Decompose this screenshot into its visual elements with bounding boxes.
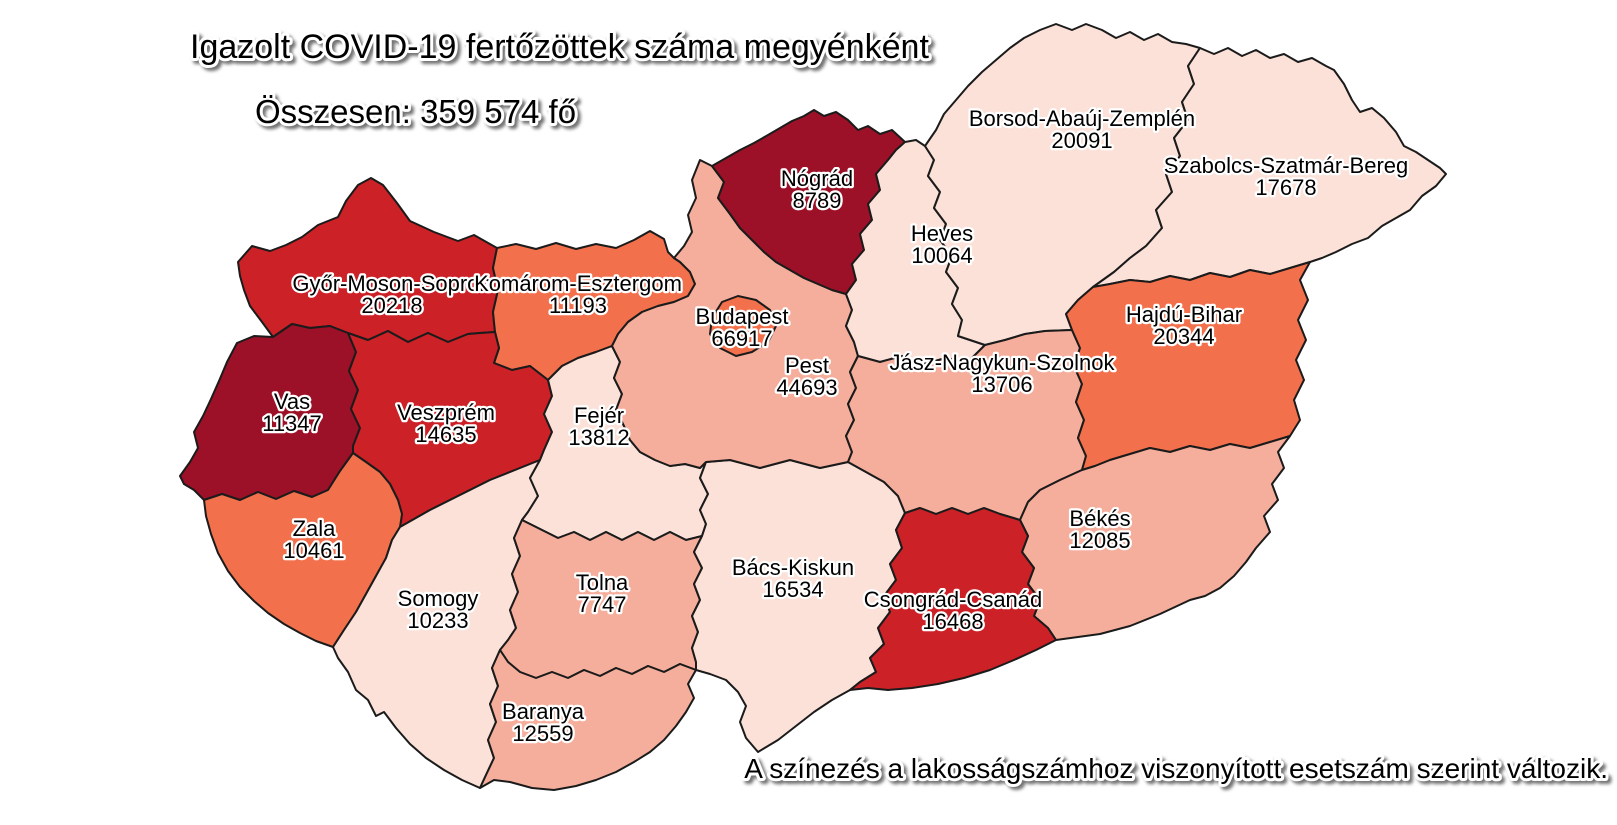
label-szabolcs-szatmar-bereg: Szabolcs-Szatmár-Bereg [1164, 153, 1409, 178]
county-csongrad-csanad [849, 507, 1057, 691]
label-somogy: Somogy [398, 586, 479, 611]
label-veszprem: Veszprém [397, 400, 495, 425]
value-budapest: 66917 [711, 326, 772, 351]
value-heves: 10064 [911, 243, 972, 268]
county-shapes [179, 23, 1447, 791]
page-title: Igazolt COVID-19 fertőzöttek száma megyé… [190, 28, 929, 66]
label-jasz-nagykun-szolnok: Jász-Nagykun-Szolnok [890, 350, 1116, 375]
value-nograd: 8789 [793, 188, 842, 213]
label-hajdu-bihar: Hajdú-Bihar [1126, 302, 1242, 327]
value-zala: 10461 [283, 538, 344, 563]
label-tolna: Tolna [576, 570, 629, 595]
label-zala: Zala [293, 516, 337, 541]
label-komarom-esztergom: Komárom-Esztergom [474, 271, 682, 296]
value-baranya: 12559 [512, 721, 573, 746]
label-vas: Vas [274, 389, 310, 414]
label-budapest: Budapest [696, 304, 789, 329]
value-gyor-moson-sopron: 20218 [361, 293, 422, 318]
color-scale-footnote: A színezés a lakosságszámhoz viszonyítot… [744, 753, 1608, 784]
value-komarom-esztergom: 11193 [549, 293, 607, 318]
value-jasz-nagykun-szolnok: 13706 [971, 372, 1032, 397]
county-budapest [709, 295, 777, 357]
value-hajdu-bihar: 20344 [1153, 324, 1214, 349]
value-borsod-abauj-zemplen: 20091 [1051, 128, 1112, 153]
label-pest: Pest [785, 353, 829, 378]
label-fejer: Fejér [574, 403, 624, 428]
county-baranya [479, 649, 697, 791]
label-baranya: Baranya [502, 699, 585, 724]
county-labels: Győr-Moson-Sopron 20218 Komárom-Esztergo… [260, 104, 1411, 749]
total-subtitle: Összesen: 359 574 fő [255, 93, 576, 130]
value-somogy: 10233 [407, 608, 468, 633]
value-bekes: 12085 [1069, 528, 1130, 553]
value-pest: 44693 [776, 375, 837, 400]
label-gyor-moson-sopron: Győr-Moson-Sopron [292, 271, 491, 296]
value-tolna: 7747 [578, 592, 627, 617]
value-szabolcs-szatmar-bereg: 17678 [1255, 175, 1316, 200]
value-fejer: 13812 [568, 425, 629, 450]
value-csongrad-csanad: 16468 [922, 609, 983, 634]
label-nograd: Nógrád [781, 166, 853, 191]
county-szabolcs-szatmar-bereg [1092, 47, 1447, 288]
value-veszprem: 14635 [415, 422, 476, 447]
label-heves: Heves [911, 221, 973, 246]
label-bacs-kiskun: Bács-Kiskun [732, 555, 854, 580]
value-bacs-kiskun: 16534 [762, 577, 823, 602]
label-bekes: Békés [1069, 506, 1130, 531]
value-vas: 11347 [262, 411, 322, 436]
label-borsod-abauj-zemplen: Borsod-Abaúj-Zemplén [969, 106, 1195, 131]
label-csongrad-csanad: Csongrád-Csanád [864, 587, 1043, 612]
